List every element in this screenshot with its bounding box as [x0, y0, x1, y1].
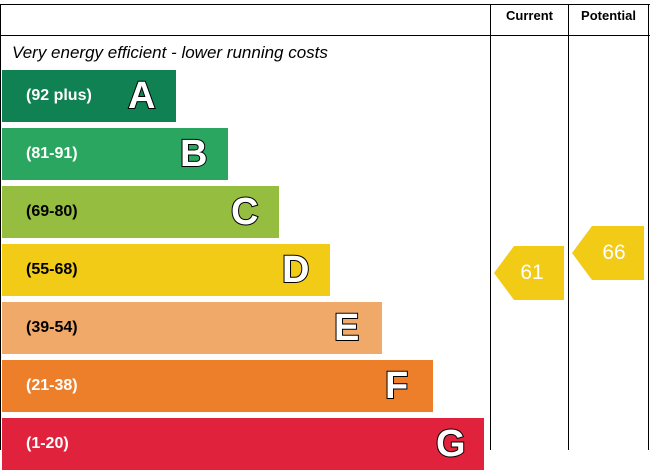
current-column-divider — [490, 4, 491, 450]
header-divider — [0, 35, 650, 36]
band-g: (1-20) G — [2, 418, 484, 470]
band-range-label: (1-20) — [26, 435, 69, 452]
top-border — [0, 4, 650, 5]
band-range-label: (39-54) — [26, 319, 78, 336]
left-border — [0, 4, 1, 450]
band-letter: E — [333, 307, 360, 349]
band-letter: F — [384, 365, 409, 407]
band-letter: G — [435, 423, 467, 465]
band-b: (81-91) B — [2, 128, 228, 180]
band-range-label: (55-68) — [26, 261, 78, 278]
current-rating-arrow: 61 — [494, 246, 564, 300]
band-d: (55-68) D — [2, 244, 330, 296]
band-letter: B — [179, 133, 208, 175]
right-border — [648, 4, 649, 450]
band-e: (39-54) E — [2, 302, 382, 354]
epc-chart: Current Potential Very energy efficient … — [0, 4, 650, 470]
band-c: (69-80) C — [2, 186, 279, 238]
band-letter: C — [230, 191, 259, 233]
potential-arrow-shape — [572, 226, 644, 280]
band-range-label: (92 plus) — [26, 87, 92, 104]
current-rating-value: 61 — [520, 261, 544, 284]
potential-column-divider — [568, 4, 569, 450]
band-a: (92 plus) A — [2, 70, 176, 122]
potential-rating-arrow: 66 — [572, 226, 644, 280]
band-letter: D — [281, 249, 310, 291]
band-range-label: (81-91) — [26, 145, 78, 162]
band-range-label: (69-80) — [26, 203, 78, 220]
potential-column-header: Potential — [581, 8, 636, 23]
current-column-header: Current — [506, 8, 553, 23]
band-letter: A — [127, 75, 156, 117]
efficiency-tagline: Very energy efficient - lower running co… — [12, 43, 328, 62]
potential-rating-value: 66 — [602, 241, 626, 264]
current-arrow-shape — [494, 246, 564, 300]
band-range-label: (21-38) — [26, 377, 78, 394]
band-f: (21-38) F — [2, 360, 433, 412]
